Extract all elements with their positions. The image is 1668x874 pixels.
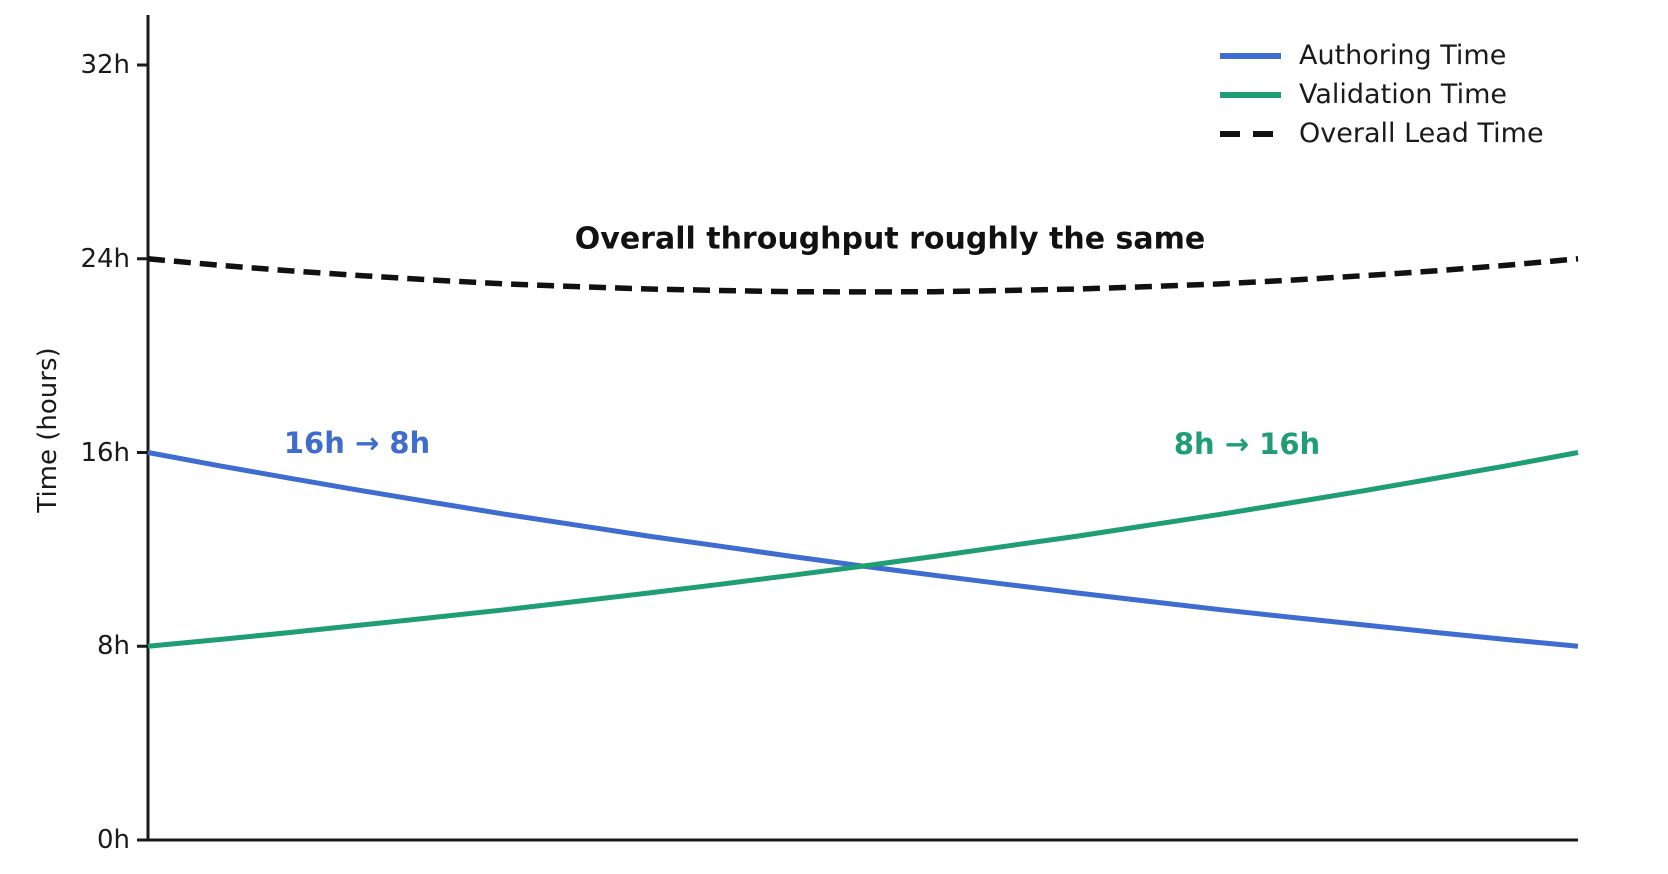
legend-row-authoring: Authoring Time — [1220, 36, 1544, 75]
series-lines — [147, 256, 1579, 649]
authoring-line-swatch — [1220, 52, 1281, 59]
validation-line-swatch — [1220, 91, 1281, 98]
y-tick-label-8h: 8h — [96, 631, 130, 661]
y-tick-label-24h: 24h — [80, 244, 130, 274]
authoring-time-line — [147, 450, 1579, 649]
y-tick-label-32h: 32h — [80, 50, 130, 80]
legend-label-validation: Validation Time — [1299, 79, 1507, 110]
annotation-authoring-change: 16h → 8h — [283, 426, 431, 460]
validation-time-line — [147, 450, 1579, 649]
overall-lead-time-line — [147, 256, 1579, 295]
legend-row-lead-time: Overall Lead Time — [1220, 114, 1544, 153]
legend-label-lead-time: Overall Lead Time — [1299, 118, 1544, 149]
y-tick-label-0h: 0h — [96, 825, 130, 855]
lead-time-line-swatch — [1220, 130, 1281, 137]
y-tick-label-16h: 16h — [80, 438, 130, 468]
y-axis-ticks — [137, 63, 148, 842]
annotation-validation-change: 8h → 16h — [1173, 427, 1321, 461]
legend: Authoring Time Validation Time Overall L… — [1220, 36, 1544, 153]
legend-label-authoring: Authoring Time — [1299, 40, 1507, 71]
legend-row-validation: Validation Time — [1220, 75, 1544, 114]
axes — [137, 15, 1578, 842]
y-axis-title: Time (hours) — [33, 347, 63, 513]
annotation-throughput-note: Overall throughput roughly the same — [574, 221, 1206, 257]
